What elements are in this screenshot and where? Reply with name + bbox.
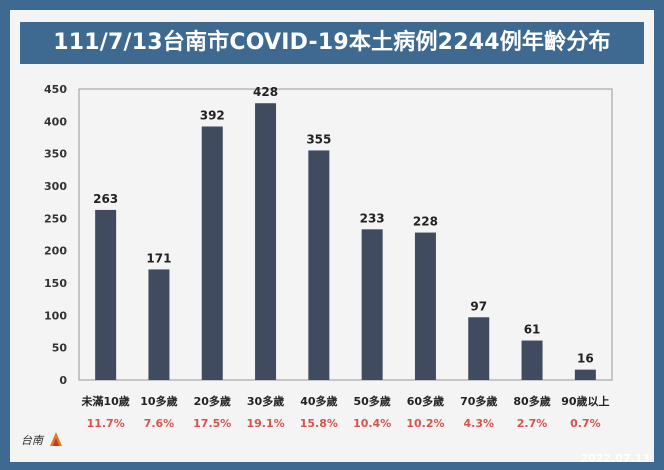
bar	[468, 317, 490, 380]
bar	[255, 103, 277, 380]
x-tick-label: 70多歲	[460, 394, 497, 408]
bar	[308, 150, 330, 380]
data-label: 228	[413, 215, 438, 229]
y-tick-label: 100	[44, 309, 67, 322]
bar	[574, 369, 596, 380]
date-stamp: 2022.07.13	[580, 452, 650, 465]
y-tick-label: 150	[44, 277, 67, 290]
y-tick-label: 50	[52, 342, 68, 355]
x-tick-label: 80多歲	[513, 394, 550, 408]
y-tick-label: 450	[44, 83, 67, 96]
data-label: 16	[577, 352, 594, 366]
y-tick-label: 300	[44, 180, 67, 193]
y-tick-label: 0	[59, 374, 67, 387]
bar	[148, 269, 170, 380]
x-tick-label: 未滿10歲	[80, 394, 129, 408]
percent-label: 10.2%	[406, 417, 444, 430]
data-label: 61	[524, 323, 541, 337]
y-tick-label: 200	[44, 245, 67, 258]
y-tick-label: 250	[44, 212, 67, 225]
plot-area	[78, 88, 613, 381]
data-label: 233	[360, 211, 385, 225]
data-label: 97	[470, 299, 487, 313]
svg-text:台南: 台南	[21, 434, 45, 447]
bar	[521, 340, 543, 380]
x-tick-label: 90歲以上	[561, 394, 609, 408]
percent-label: 17.5%	[193, 417, 231, 430]
data-label: 428	[253, 85, 278, 99]
x-tick-label: 30多歲	[247, 394, 284, 408]
data-label: 263	[93, 192, 118, 206]
percent-label: 15.8%	[300, 417, 338, 430]
bar	[95, 209, 117, 380]
data-label: 392	[200, 109, 225, 123]
y-tick-label: 350	[44, 148, 67, 161]
chart-title: 111/7/13台南市COVID-19本土病例2244例年齡分布	[20, 22, 644, 64]
percent-label: 7.6%	[144, 417, 175, 430]
percent-label: 19.1%	[246, 417, 284, 430]
data-label: 171	[146, 251, 171, 265]
percent-label: 2.7%	[517, 417, 548, 430]
x-tick-label: 40多歲	[300, 394, 337, 408]
bar	[361, 229, 383, 380]
bar	[201, 126, 223, 380]
x-tick-label: 50多歲	[353, 394, 390, 408]
percent-label: 0.7%	[570, 417, 601, 430]
percent-label: 11.7%	[87, 417, 125, 430]
x-tick-label: 10多歲	[140, 394, 177, 408]
x-tick-label: 60多歲	[407, 394, 444, 408]
chart-panel	[10, 10, 654, 462]
percent-label: 4.3%	[463, 417, 494, 430]
bar	[414, 232, 436, 380]
percent-label: 10.4%	[353, 417, 391, 430]
y-tick-label: 400	[44, 115, 67, 128]
tainan-logo-icon: 台南	[21, 432, 62, 447]
x-tick-label: 20多歲	[194, 394, 231, 408]
data-label: 355	[306, 132, 331, 146]
